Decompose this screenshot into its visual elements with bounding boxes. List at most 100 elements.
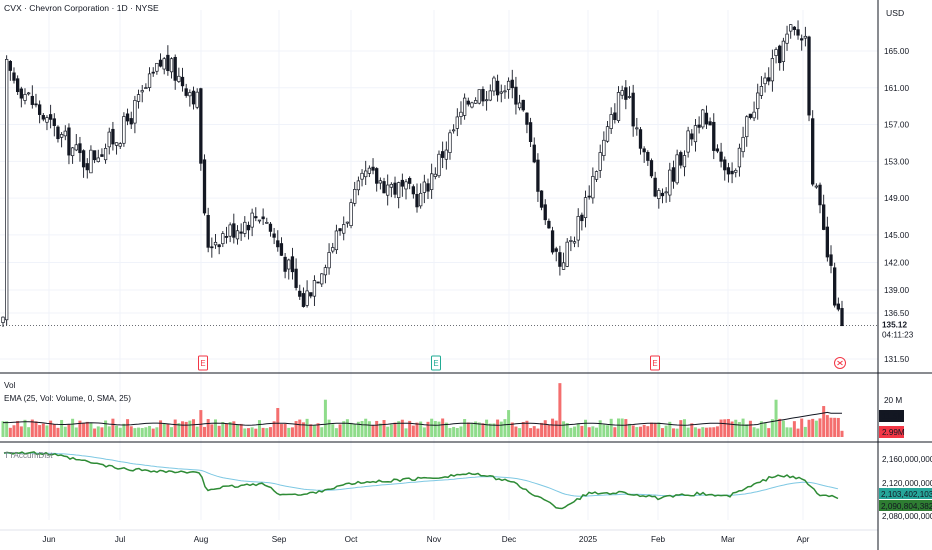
volume-bar-down: [833, 417, 837, 437]
candle-down: [166, 54, 170, 71]
candle-up: [488, 90, 492, 101]
flow-value-badge-text: 2,090,804,382.75: [881, 502, 932, 511]
volume-bar-down: [690, 423, 694, 437]
volume-bar-up: [155, 427, 159, 437]
candle-up: [96, 157, 100, 162]
candle-down: [671, 167, 676, 182]
candle-up: [477, 89, 481, 104]
volume-bar-up: [789, 427, 793, 437]
candle-down: [246, 224, 251, 231]
volume-bar-up: [356, 421, 360, 437]
volume-bar-up: [499, 421, 503, 437]
volume-bar-up: [668, 421, 672, 437]
candle-down: [580, 214, 584, 222]
volume-bar-up: [785, 427, 789, 437]
candle-down: [822, 204, 826, 230]
volume-bar-down: [719, 419, 723, 437]
volume-bar-up: [397, 421, 401, 437]
candle-up: [397, 182, 401, 199]
volume-bar-up: [602, 424, 606, 437]
candle-down: [767, 77, 771, 82]
volume-bar-up: [353, 424, 357, 437]
volume-bar-up: [635, 427, 639, 437]
candle-up: [517, 102, 522, 109]
candle-up: [169, 58, 174, 73]
flow-axis-label: 2,080,000,000.00: [882, 512, 932, 521]
volume-bar-down: [807, 419, 811, 437]
candle-down: [78, 143, 82, 154]
last-price-badge: [879, 319, 932, 340]
candle-up: [1, 316, 5, 323]
candle-down: [67, 127, 71, 156]
candle-up: [701, 109, 705, 128]
candle-down: [642, 148, 646, 153]
volume-bar-down: [525, 420, 529, 437]
candle-down: [704, 112, 709, 125]
candle-down: [191, 90, 196, 105]
volume-bar-down: [748, 420, 752, 437]
volume-bar-up: [448, 428, 452, 437]
candle-down: [554, 248, 558, 252]
volume-bar-down: [708, 427, 712, 437]
candle-up: [803, 35, 808, 39]
volume-bar-up: [745, 424, 749, 437]
volume-bar-down: [496, 419, 500, 437]
candle-down: [371, 166, 375, 171]
candle-up: [107, 131, 111, 148]
volume-bar-up: [213, 419, 217, 437]
candle-down: [646, 151, 650, 161]
candle-up: [144, 87, 148, 89]
volume-bar-down: [660, 428, 664, 437]
volume-bar-up: [452, 426, 456, 437]
candle-up: [345, 221, 350, 224]
volume-bar-down: [173, 419, 177, 437]
candle-up: [287, 259, 291, 270]
volume-pane-title[interactable]: Vol: [4, 381, 16, 390]
currency-label[interactable]: USD: [886, 8, 905, 18]
volume-bar-up: [5, 421, 9, 437]
candle-down: [800, 38, 804, 41]
candle-down: [748, 113, 753, 118]
candle-up: [228, 224, 232, 237]
volume-bar-up: [386, 426, 390, 437]
candle-down: [81, 150, 86, 168]
volume-bar-up: [342, 421, 346, 437]
volume-bar-down: [441, 418, 445, 437]
candle-up: [499, 91, 503, 94]
volume-bar-up: [104, 420, 108, 437]
time-axis[interactable]: Jun Jul Aug Sep Oct Nov Dec 2025 Feb Mar Apr: [42, 535, 809, 544]
volume-bar-up: [419, 421, 423, 437]
volume-bar-down: [298, 419, 302, 437]
candle-up: [213, 241, 218, 246]
candle-up: [598, 152, 602, 171]
volume-bar-up: [23, 419, 27, 437]
volume-bar-up: [606, 425, 610, 437]
volume-bar-down: [279, 424, 283, 437]
volume-bar-down: [580, 425, 584, 437]
volume-bar-up: [144, 427, 148, 437]
candle-up: [364, 170, 368, 178]
volume-bar-down: [767, 428, 771, 437]
last-price-countdown: 04:11:23: [882, 331, 914, 340]
volume-bar-up: [741, 418, 745, 437]
volume-bar-up: [430, 418, 434, 437]
volume-bar-up: [378, 423, 382, 437]
volume-bar-down: [100, 427, 104, 437]
candle-down: [52, 118, 56, 126]
price-tick-label: 149.00: [884, 194, 909, 203]
candle-down: [510, 79, 514, 89]
volume-bar-down: [723, 419, 727, 437]
volume-bar-down: [210, 424, 214, 437]
candle-down: [726, 167, 731, 175]
volume-ema-label[interactable]: EMA (25, Vol: Volume, 0, SMA, 25): [4, 394, 131, 403]
volume-bar-down: [653, 422, 657, 437]
volume-bar-up: [243, 428, 247, 437]
earnings-marker: [431, 355, 441, 371]
flow-pane-title[interactable]: TTAccumDist: [4, 451, 53, 460]
candle-up: [745, 116, 749, 138]
volume-bar-up: [781, 420, 785, 437]
volume-bar-down: [181, 421, 185, 437]
price-axis[interactable]: 165.00 161.00 157.00 153.00 149.00 145.00 142.…: [0, 47, 932, 521]
